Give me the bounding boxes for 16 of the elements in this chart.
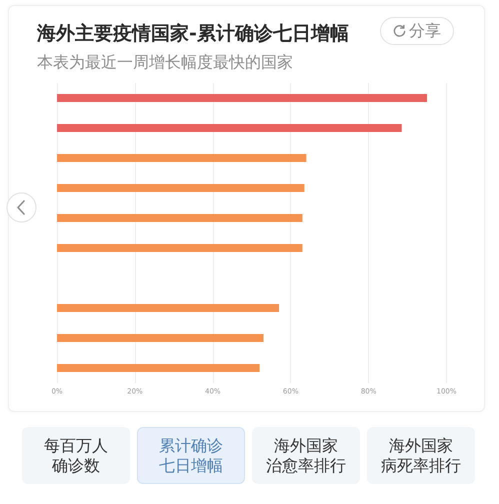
text: 累计确诊七日增幅 xyxy=(158,436,224,476)
bar xyxy=(57,154,306,162)
bar xyxy=(57,334,264,342)
bar xyxy=(57,184,304,192)
chart-title: 海外主要疫情国家-累计确诊七日增幅 xyxy=(36,22,349,44)
bar xyxy=(57,124,402,132)
text: 海外国家治愈率排行 xyxy=(265,436,347,476)
bar xyxy=(57,214,302,222)
bar xyxy=(57,304,280,312)
chart-subtitle: 本表为最近一周增长幅度最快的国家 xyxy=(37,52,293,72)
text: 海外国家病死率排行 xyxy=(380,436,462,476)
bar xyxy=(57,94,428,102)
text: 每百万人确诊数 xyxy=(43,436,109,476)
bar xyxy=(57,364,260,372)
text: 分享 xyxy=(409,20,441,42)
bar xyxy=(57,244,302,252)
